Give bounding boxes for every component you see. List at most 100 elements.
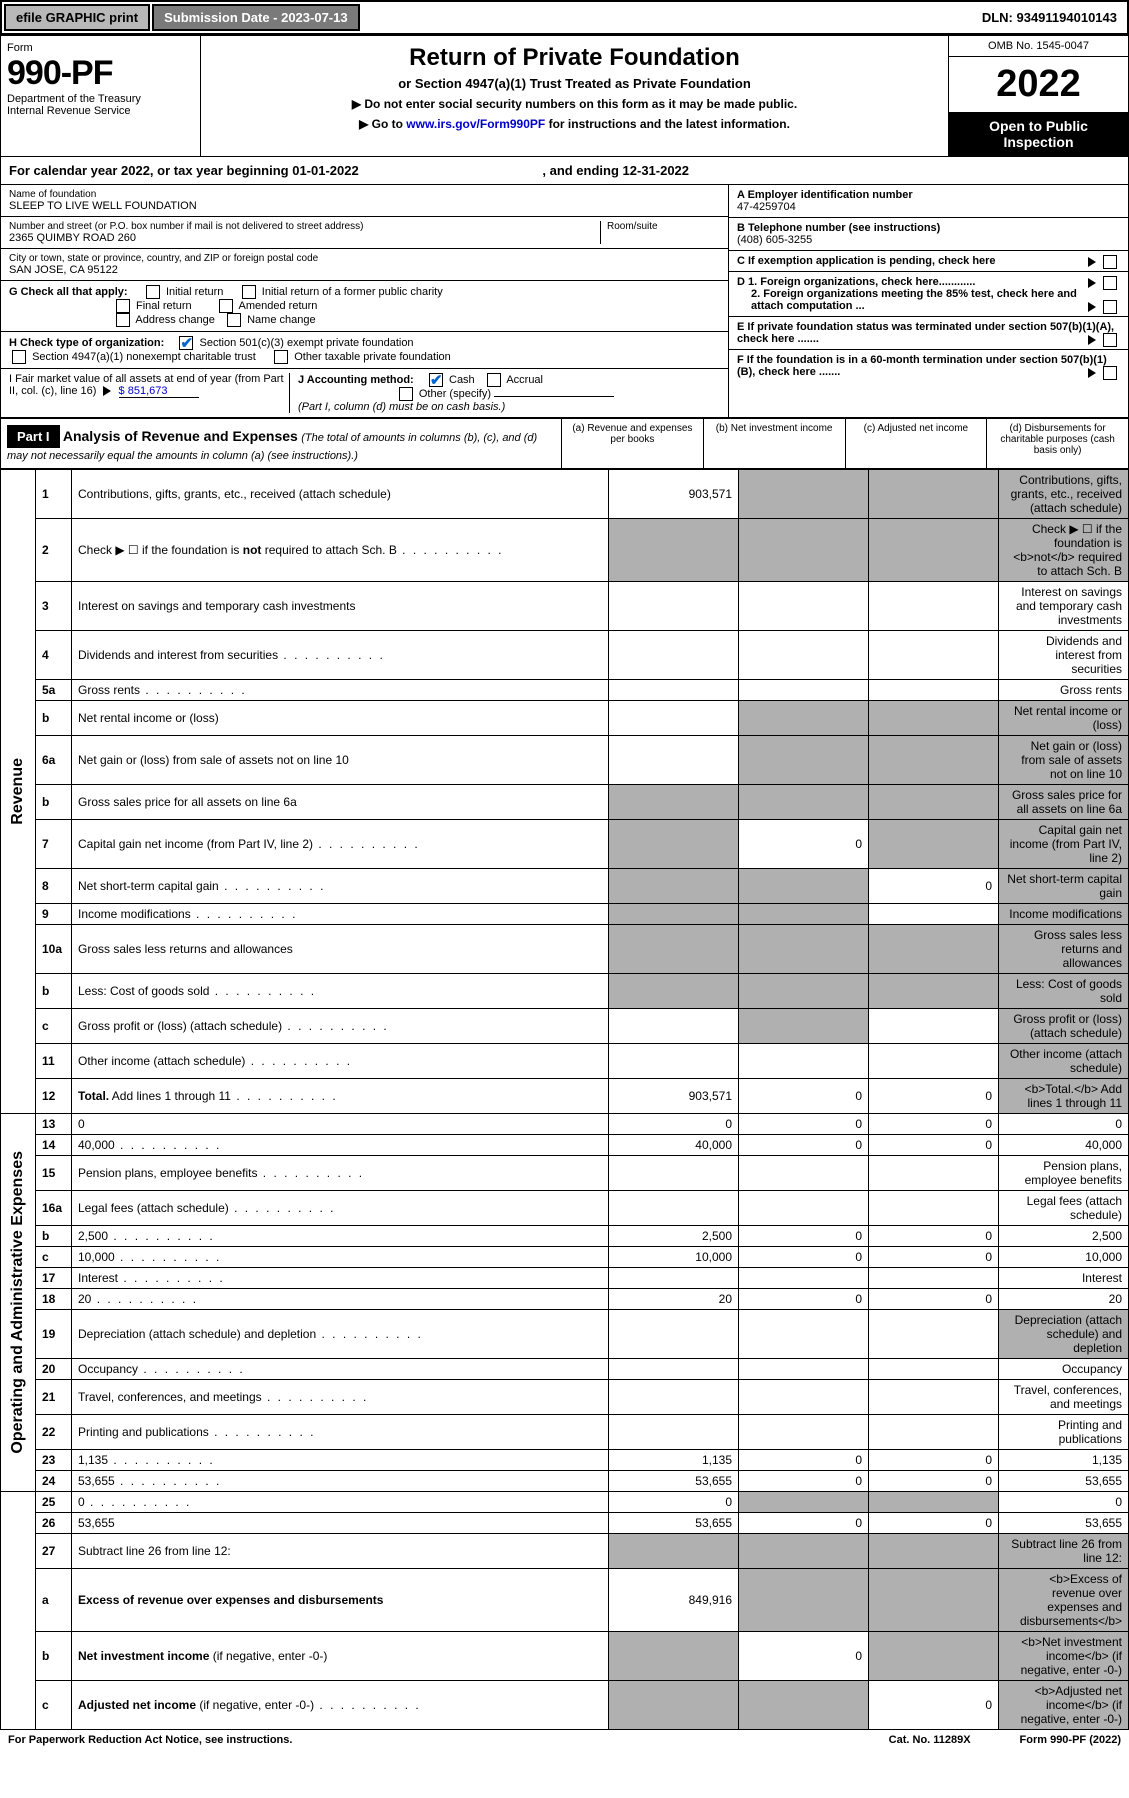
header-middle: Return of Private Foundation or Section … [201,36,948,156]
chk-former-charity[interactable] [242,285,256,299]
line-row: 1440,00040,0000040,000 [1,1135,1129,1156]
chk-name-change[interactable] [227,313,241,327]
line-number: 10a [36,925,72,974]
section-g: G Check all that apply: Initial return I… [1,281,728,332]
cell-col-b [739,1534,869,1569]
f-label: F If the foundation is in a 60-month ter… [737,354,1107,378]
line-desc: Income modifications [72,904,609,925]
line-desc: Excess of revenue over expenses and disb… [72,1569,609,1632]
cell-col-a: 0 [609,1114,739,1135]
chk-f[interactable] [1103,366,1117,380]
cell-col-d: <b>Excess of revenue over expenses and d… [999,1569,1129,1632]
cell-col-d: Gross profit or (loss) (attach schedule) [999,1009,1129,1044]
line-desc: Net investment income (if negative, ente… [72,1632,609,1681]
opt-name-change: Name change [247,314,316,326]
chk-amended-return[interactable] [219,299,233,313]
cell-col-c [869,582,999,631]
cell-col-d: 53,655 [999,1471,1129,1492]
cell-col-c [869,925,999,974]
chk-initial-return[interactable] [146,285,160,299]
fmv-value[interactable]: $ 851,673 [119,385,199,398]
line-row: cGross profit or (loss) (attach schedule… [1,1009,1129,1044]
line-desc: 53,655 [72,1471,609,1492]
section-ij: I Fair market value of all assets at end… [1,369,728,417]
line-desc: Net rental income or (loss) [72,701,609,736]
opt-address-change: Address change [135,314,215,326]
cell-col-b: 0 [739,1471,869,1492]
chk-other-taxable[interactable] [274,350,288,364]
line-number: 25 [36,1492,72,1513]
cell-col-c [869,1569,999,1632]
line-row: 5aGross rentsGross rents [1,680,1129,701]
line-row: Operating and Administrative Expenses130… [1,1114,1129,1135]
irs-link[interactable]: www.irs.gov/Form990PF [406,117,545,131]
cell-col-d: Interest on savings and temporary cash i… [999,582,1129,631]
cell-col-a [609,1009,739,1044]
efile-print-button[interactable]: efile GRAPHIC print [4,4,150,31]
entity-info: Name of foundation SLEEP TO LIVE WELL FO… [0,185,1129,418]
line-desc: Capital gain net income (from Part IV, l… [72,820,609,869]
line-row: cAdjusted net income (if negative, enter… [1,1681,1129,1730]
cell-col-b [739,904,869,925]
cell-col-b: 0 [739,1135,869,1156]
cell-col-c [869,1380,999,1415]
cell-col-a [609,974,739,1009]
chk-e[interactable] [1103,333,1117,347]
opt-accrual: Accrual [506,374,543,386]
chk-501c3[interactable] [179,336,193,350]
arrow-icon [1088,257,1096,267]
line-row: 6aNet gain or (loss) from sale of assets… [1,736,1129,785]
line-row: bGross sales price for all assets on lin… [1,785,1129,820]
cell-col-d: 10,000 [999,1247,1129,1268]
part1-grid: Revenue1Contributions, gifts, grants, et… [0,469,1129,1730]
chk-d2[interactable] [1103,300,1117,314]
cell-col-b: 0 [739,1079,869,1114]
tax-year: 2022 [949,57,1128,112]
line-row: 1820200020 [1,1289,1129,1310]
cell-col-a [609,1681,739,1730]
line-number: c [36,1247,72,1268]
part1-header: Part I Analysis of Revenue and Expenses … [0,418,1129,469]
line-number: 4 [36,631,72,680]
line-desc: 0 [72,1114,609,1135]
entity-right: A Employer identification number 47-4259… [728,185,1128,417]
cell-col-a [609,582,739,631]
line-row: bNet rental income or (loss)Net rental i… [1,701,1129,736]
cell-col-d: Travel, conferences, and meetings [999,1380,1129,1415]
cell-col-d: Depreciation (attach schedule) and deple… [999,1310,1129,1359]
cell-col-c [869,631,999,680]
cell-col-b [739,701,869,736]
omb-number: OMB No. 1545-0047 [949,36,1128,57]
col-a-header: (a) Revenue and expenses per books [561,419,703,468]
line-row: 15Pension plans, employee benefitsPensio… [1,1156,1129,1191]
col-b-header: (b) Net investment income [703,419,845,468]
line-row: 19Depreciation (attach schedule) and dep… [1,1310,1129,1359]
calendar-year-row: For calendar year 2022, or tax year begi… [0,157,1129,185]
chk-d1[interactable] [1103,276,1117,290]
street-address: 2365 QUIMBY ROAD 260 [9,232,600,244]
line-desc: Dividends and interest from securities [72,631,609,680]
chk-address-change[interactable] [116,313,130,327]
cell-col-c [869,1534,999,1569]
line-desc: Gross sales less returns and allowances [72,925,609,974]
chk-other-method[interactable] [399,387,413,401]
opt-other-method: Other (specify) [419,388,491,400]
cell-col-a [609,925,739,974]
cell-col-a [609,1044,739,1079]
chk-c[interactable] [1103,255,1117,269]
revenue-section-label: Revenue [7,748,29,835]
chk-cash[interactable] [429,373,443,387]
chk-accrual[interactable] [487,373,501,387]
cell-col-b: 0 [739,1289,869,1310]
line-number: 12 [36,1079,72,1114]
chk-final-return[interactable] [116,299,130,313]
arrow-icon [1088,302,1096,312]
cell-col-c: 0 [869,1471,999,1492]
opex-section-label: Operating and Administrative Expenses [7,1141,29,1464]
j-label: J Accounting method: [298,374,414,386]
line-desc: 53,655 [72,1513,609,1534]
cell-col-a: 2,500 [609,1226,739,1247]
chk-4947a1[interactable] [12,350,26,364]
line-desc: Subtract line 26 from line 12: [72,1534,609,1569]
cell-col-a: 903,571 [609,470,739,519]
